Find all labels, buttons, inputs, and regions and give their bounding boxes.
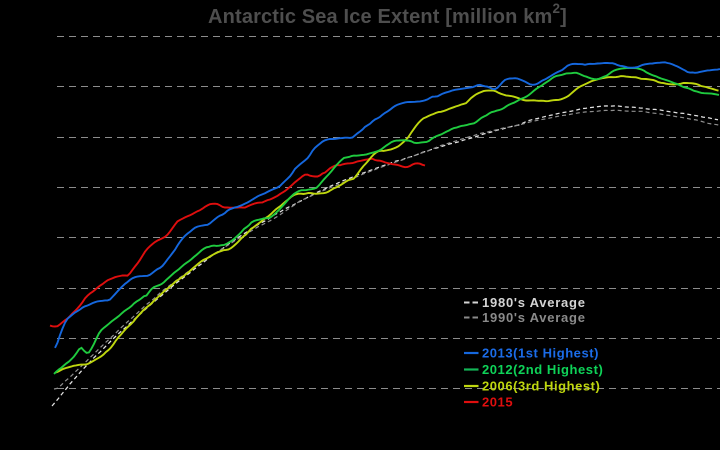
- svg-text:2013(1st Highest): 2013(1st Highest): [482, 346, 599, 361]
- svg-text:1990's Average: 1990's Average: [482, 310, 586, 325]
- svg-text:Antarctic Sea Ice Extent [mill: Antarctic Sea Ice Extent [million km2]: [208, 1, 567, 28]
- svg-text:2006(3rd Highest): 2006(3rd Highest): [482, 379, 600, 394]
- svg-text:1980's Average: 1980's Average: [482, 295, 586, 310]
- svg-text:2012(2nd Highest): 2012(2nd Highest): [482, 362, 603, 377]
- svg-text:2015: 2015: [482, 395, 513, 410]
